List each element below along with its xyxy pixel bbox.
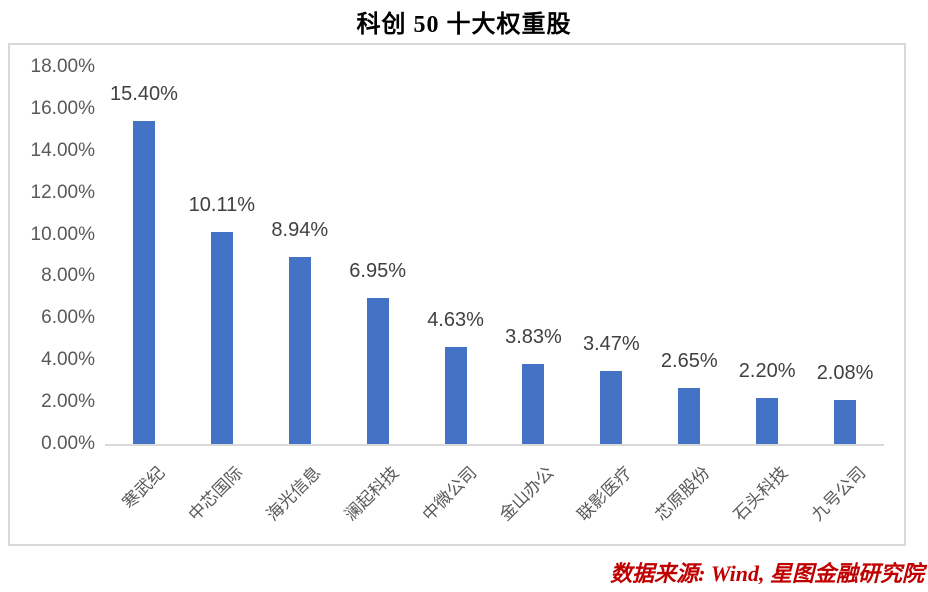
bar bbox=[678, 388, 701, 444]
x-axis-category-label: 金山办公 bbox=[496, 463, 558, 525]
x-axis-category-label: 联影医疗 bbox=[574, 463, 636, 525]
x-axis-category-label: 九号公司 bbox=[807, 463, 870, 525]
bar-data-label: 6.95% bbox=[349, 260, 406, 283]
y-axis-tick-label: 10.00% bbox=[30, 223, 95, 245]
x-axis-category-label: 中芯国际 bbox=[184, 463, 247, 525]
bar-data-label: 3.83% bbox=[505, 325, 562, 348]
bar-data-label: 4.63% bbox=[427, 309, 484, 332]
plot-area: 0.00% 2.00% 4.00% 6.00% 8.00% 10.00% 12.00% 14.… bbox=[8, 43, 906, 546]
bar-data-label: 15.40% bbox=[110, 83, 178, 106]
bar bbox=[132, 121, 155, 444]
bar bbox=[756, 397, 779, 444]
y-axis-tick-label: 8.00% bbox=[41, 265, 95, 287]
x-axis-category-label: 石头科技 bbox=[730, 463, 792, 525]
y-axis-tick-label: 2.00% bbox=[41, 391, 95, 413]
x-axis-category-label: 寒武纪 bbox=[118, 463, 169, 513]
x-axis-category-label: 芯原股份 bbox=[652, 463, 714, 525]
bar bbox=[210, 232, 233, 444]
y-axis-tick-label: 18.00% bbox=[30, 56, 95, 77]
x-axis-line bbox=[105, 444, 884, 446]
y-axis-tick-label: 12.00% bbox=[30, 181, 95, 203]
bar bbox=[288, 256, 311, 444]
y-axis-tick-label: 14.00% bbox=[30, 139, 95, 161]
bar bbox=[600, 371, 623, 444]
bar bbox=[366, 298, 389, 444]
bar bbox=[834, 400, 857, 444]
bar-data-label: 2.20% bbox=[738, 359, 796, 382]
bar-data-label: 2.08% bbox=[816, 362, 874, 385]
bar-data-label: 2.65% bbox=[660, 350, 718, 373]
x-axis-category-label: 海光信息 bbox=[262, 463, 325, 525]
bar-data-label: 10.11% bbox=[188, 194, 256, 217]
bar bbox=[522, 363, 545, 444]
bar bbox=[444, 347, 467, 444]
y-axis-tick-label: 4.00% bbox=[41, 349, 95, 371]
x-axis-category-label: 澜起科技 bbox=[340, 463, 403, 525]
y-axis-tick-label: 6.00% bbox=[41, 307, 95, 329]
bar-data-label: 3.47% bbox=[582, 333, 640, 356]
x-axis-category-label: 中微公司 bbox=[418, 463, 480, 525]
y-axis-tick-label: 16.00% bbox=[30, 97, 95, 119]
bar-data-label: 8.94% bbox=[271, 218, 329, 241]
chart-title: 科创 50 十大权重股 bbox=[356, 12, 572, 38]
y-axis-tick-label: 0.00% bbox=[41, 433, 95, 454]
source-note: 数据来源: Wind, 星图金融研究院 bbox=[610, 561, 924, 586]
